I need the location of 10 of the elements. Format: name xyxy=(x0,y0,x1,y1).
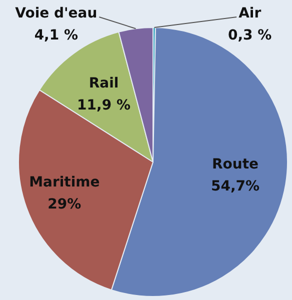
data-label: 0,3 % xyxy=(228,28,272,44)
data-label: 4,1 % xyxy=(34,28,78,44)
slice-label: Maritime xyxy=(29,174,100,191)
data-label: 11,9 % xyxy=(77,97,130,114)
slice-label: Air xyxy=(238,6,262,22)
slice-label: Route xyxy=(212,156,259,172)
data-label: 29% xyxy=(48,196,82,213)
data-label: 54,7% xyxy=(210,178,260,194)
slice-label: Rail xyxy=(88,75,119,92)
slice-label: Voie d'eau xyxy=(15,6,98,22)
